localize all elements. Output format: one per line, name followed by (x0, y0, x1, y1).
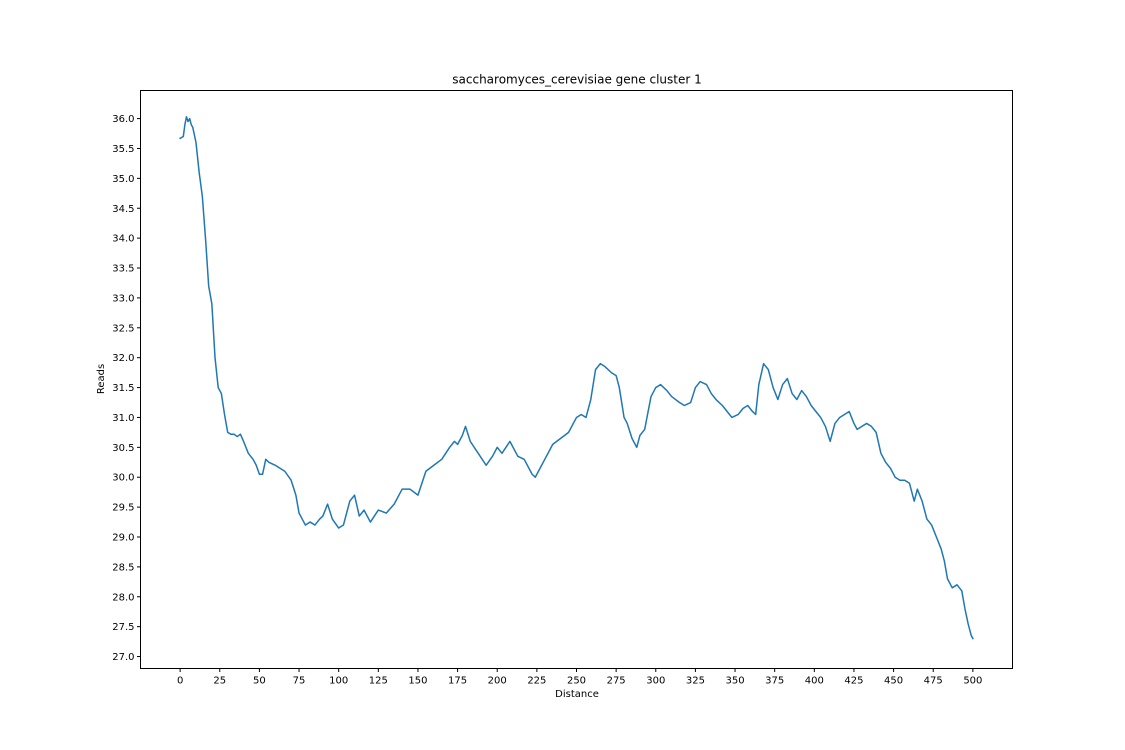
x-tick-label: 275 (607, 676, 626, 687)
x-axis: 0 25 50 75 100 125 150 175 200 225 250 275 300 325 350… (177, 668, 982, 687)
y-tick-label: 35.0 (112, 174, 134, 185)
y-tick-label: 28.0 (112, 592, 134, 603)
y-axis: 27.0 27.5 28.0 28.5 29.0 29.5 30.0 30.5 31.0 31.5… (112, 114, 141, 663)
x-tick-label: 450 (884, 676, 903, 687)
x-tick-label: 125 (369, 676, 388, 687)
series-layer (179, 116, 974, 640)
y-tick-label: 30.5 (112, 443, 134, 454)
x-tick-label: 425 (844, 676, 863, 687)
y-tick-label: 28.5 (112, 562, 134, 573)
y-tick-label: 34.5 (112, 204, 134, 215)
y-tick-label: 32.0 (112, 353, 134, 364)
x-tick-label: 500 (963, 676, 982, 687)
x-tick-label: 225 (527, 676, 546, 687)
x-tick-label: 375 (765, 676, 784, 687)
y-tick-label: 27.0 (112, 652, 134, 663)
y-tick-label: 33.0 (112, 293, 134, 304)
x-tick-label: 325 (686, 676, 705, 687)
y-tick-label: 36.0 (112, 114, 134, 125)
x-tick-label: 75 (293, 676, 306, 687)
x-tick-label: 100 (329, 676, 348, 687)
plot-area: 0 25 50 75 100 125 150 175 200 225 250 275 300 325 350… (112, 90, 1013, 687)
series-line-reads (179, 116, 974, 640)
x-tick-label: 150 (408, 676, 427, 687)
x-tick-label: 200 (488, 676, 507, 687)
x-tick-label: 50 (253, 676, 266, 687)
x-tick-label: 25 (213, 676, 226, 687)
y-tick-label: 34.0 (112, 234, 134, 245)
y-tick-label: 30.0 (112, 473, 134, 484)
x-tick-label: 300 (646, 676, 665, 687)
x-tick-label: 0 (177, 676, 183, 687)
x-tick-label: 175 (448, 676, 467, 687)
x-axis-label: Distance (555, 689, 599, 700)
y-tick-label: 29.5 (112, 503, 134, 514)
x-tick-label: 250 (567, 676, 586, 687)
chart-title: saccharomyces_cerevisiae gene cluster 1 (452, 73, 701, 87)
y-axis-label: Reads (96, 364, 107, 394)
y-tick-label: 31.5 (112, 383, 134, 394)
x-tick-label: 475 (924, 676, 943, 687)
y-tick-label: 35.5 (112, 144, 134, 155)
x-tick-label: 400 (805, 676, 824, 687)
y-tick-label: 32.5 (112, 323, 134, 334)
x-tick-label: 350 (725, 676, 744, 687)
y-tick-label: 33.5 (112, 264, 134, 275)
y-tick-label: 29.0 (112, 533, 134, 544)
y-tick-label: 27.5 (112, 622, 134, 633)
y-tick-label: 31.0 (112, 413, 134, 424)
